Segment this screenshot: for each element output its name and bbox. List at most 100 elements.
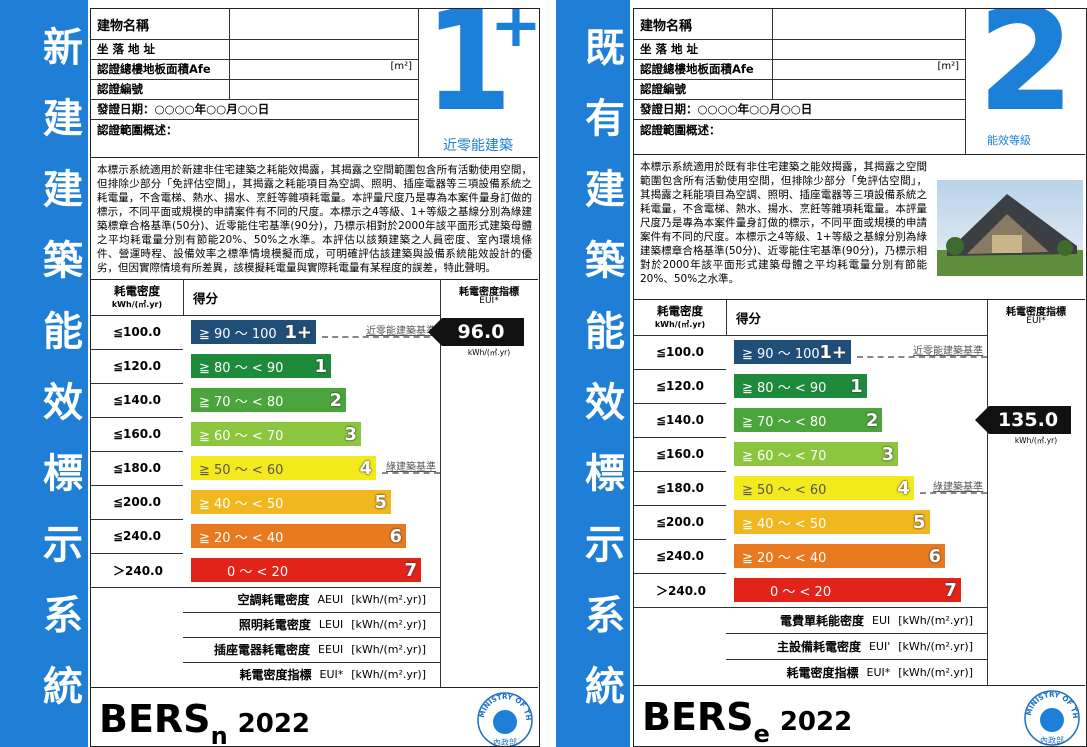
grade-bar: ≧ 40 ～ < 50 5 [734,510,930,534]
field-line [91,79,418,80]
logo-name: 內政部 [493,737,517,747]
indicator-arrow: 135.0 [975,406,1071,434]
field-line [634,119,965,120]
brand-year: 2022 [779,707,853,737]
footer-line [726,659,987,660]
side-title: 既有建築能效標示系統 [556,0,630,747]
footer-row: 耗電密度指標 EUI* [kWh/(m².yr)] [726,659,973,685]
row-line [634,505,726,506]
table-line [634,299,1085,300]
logo-core [493,710,517,734]
footer-unit: [kWh/(m².yr)] [898,665,973,679]
score-header: 得分 [193,291,219,306]
grade-number: 6 [928,545,942,567]
eui-threshold: ≦180.0 [656,481,705,495]
score-range: ≧ 70 ～ < 80 [742,414,827,430]
grade-bar: ≧ 60 ～ < 70 3 [191,422,361,446]
field-line [634,39,965,40]
field-label: 發證日期：○○○○年○○月○○日 [640,102,813,116]
score-range: ≧ 80 ～ < 90 [742,380,827,396]
footer-line [91,687,538,688]
footer-row: 照明耗電密度 LEUI [kWh/(m².yr)] [183,612,426,637]
field-line [634,99,965,100]
score-range: ≧ 40 ～ < 50 [199,496,284,512]
footer-line [726,633,987,634]
footer-name: 耗電密度指標 [786,665,859,680]
eui-threshold: ≦200.0 [113,495,162,509]
row-line [91,553,183,554]
field-label: 認證編號 [97,82,143,96]
field-divider [229,39,230,59]
footer-code: AEUI [317,593,344,606]
reference-label: 綠建築基準 [386,462,436,473]
footer-code: EUI* [866,665,891,679]
eui-threshold: ＞240.0 [656,583,706,598]
row-line [634,539,726,540]
ministry-logo: MINISTRY OF THE INTERIOR內政部 [473,685,534,747]
field-line [91,119,418,120]
grade-bar: ≧ 50 ～ < 60 4 [191,456,376,480]
ministry-logo: MINISTRY OF THE INTERIOR內政部 [1020,683,1081,746]
eui-threshold: ≦100.0 [656,345,705,359]
footer-code: LEUI [318,618,344,631]
description: 本標示系統適用於新建非住宅建築之耗能效揭露，其揭露之空間範圍包含所有活動使用空間… [97,164,532,274]
reference-line [919,492,987,494]
eui-unit-header: kWh/(㎡.yr) [111,300,163,309]
row-line [91,383,183,384]
index-divider [440,279,441,687]
eui-threshold: ≦120.0 [656,379,705,393]
footer-unit: [kWh/(m².yr)] [351,643,426,656]
index-divider [987,299,988,685]
brand-name: BERS [99,697,211,741]
grade-plus: + [490,8,540,61]
footer-line [183,662,440,663]
eui-threshold: ≦240.0 [113,529,162,543]
row-line [634,403,726,404]
grade-caption: 能效等級 [987,134,1031,147]
grade-bar: ≧ 50 ～ < 60 4 [734,476,914,500]
grade-number: 5 [374,491,387,513]
grade-bar: ≧ 20 ～ < 40 6 [734,544,946,568]
footer-row: 空調耗電密度 AEUI [kWh/(m².yr)] [183,587,426,612]
footer-line [183,612,440,613]
grade-number: 7 [944,579,957,601]
header-line [634,154,1085,155]
grade-bar: ≧ 80 ～ < 90 1 [191,354,331,378]
row-line [91,587,183,588]
score-range: ≧ 70 ～ < 80 [199,394,284,410]
grade-bar: ≧ 70 ～ < 80 2 [734,408,883,432]
footer-code: EEUI [318,643,344,656]
footer-line [183,587,440,588]
field-label: 認證總樓地板面積Afe [97,62,211,76]
field-divider [772,79,773,99]
brand-name: BERS [642,695,754,739]
table-line [91,279,538,280]
row-line [91,451,183,452]
brand-year: 2022 [237,709,311,739]
area-unit: [m²] [390,61,412,72]
row-line [634,437,726,438]
eui-threshold: ＞240.0 [113,563,163,578]
footer-row: 主設備耗電密度 EUI' [kWh/(m².yr)] [726,633,973,659]
score-range: ≧ 60 ～ < 70 [199,428,284,444]
reference-line [322,336,440,338]
field-line [91,99,418,100]
label-card: 建物名稱坐 落 地 址認證總樓地板面積Afe 認證編號 發證日期：○○○○年○○月○… [633,8,1087,747]
field-divider [772,59,773,79]
grade-number: 4 [359,457,372,479]
grade-number: 2 [329,389,342,411]
eui-unit-header: kWh/(㎡.yr) [654,320,706,329]
label-card: 建物名稱坐 落 地 址認證總樓地板面積Afe 認證編號 發證日期：○○○○年○○月○… [90,8,540,747]
reference-label: 近零能建築基準 [366,326,436,337]
row-line [91,485,183,486]
field-divider [229,79,230,99]
footer-code: EUI [872,613,891,627]
footer-name: 空調耗電密度 [237,593,310,607]
score-range: ≧ 40 ～ < 50 [742,516,827,532]
field-divider [772,9,773,39]
footer-line [634,685,1085,686]
eui-threshold: ≦200.0 [656,515,705,529]
photo [937,180,1083,276]
brand-sub: n [210,722,228,747]
